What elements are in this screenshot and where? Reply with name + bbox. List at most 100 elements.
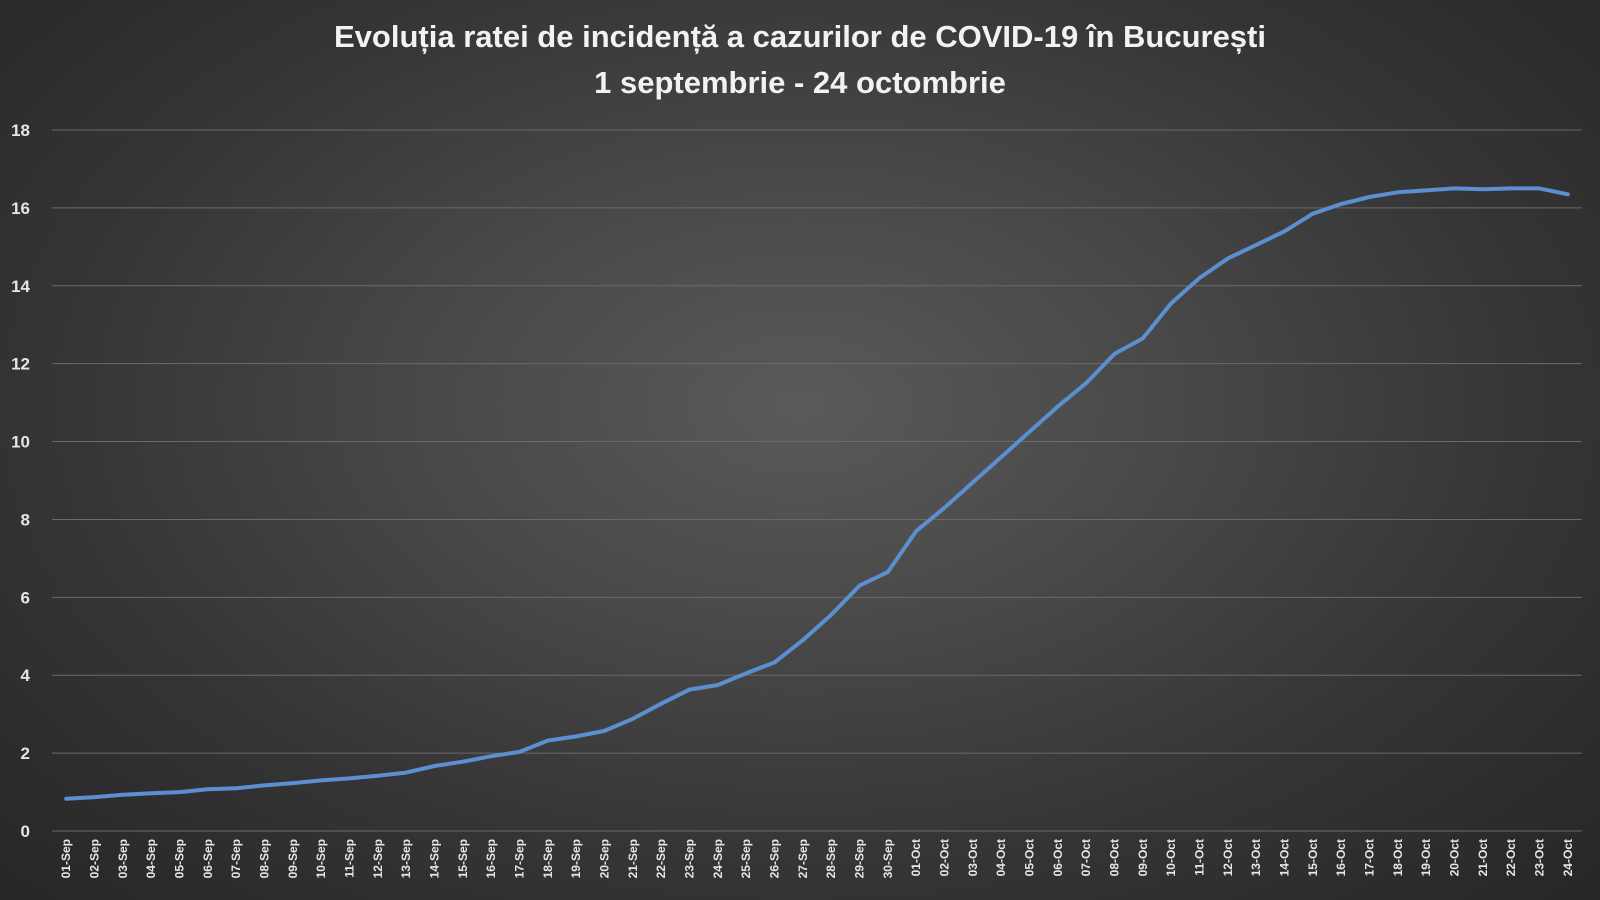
x-tick-label: 04-Oct xyxy=(994,839,1008,876)
x-tick-label: 03-Oct xyxy=(966,839,980,876)
x-tick-label: 17-Sep xyxy=(513,839,527,878)
data-point xyxy=(376,774,380,778)
y-tick-label: 12 xyxy=(11,355,30,374)
x-tick-label: 17-Oct xyxy=(1363,839,1377,876)
x-tick-label: 10-Sep xyxy=(314,839,328,878)
series-line xyxy=(64,186,1570,801)
data-point xyxy=(1084,381,1088,385)
data-point xyxy=(1424,188,1428,192)
data-point xyxy=(234,786,238,790)
y-tick-label: 16 xyxy=(11,199,30,218)
x-tick-label: 23-Oct xyxy=(1533,839,1547,876)
data-point xyxy=(1481,187,1485,191)
y-tick-label: 8 xyxy=(21,510,30,529)
data-point xyxy=(461,760,465,764)
x-tick-label: 03-Sep xyxy=(116,839,130,878)
x-tick-label: 24-Sep xyxy=(711,839,725,878)
x-tick-label: 27-Sep xyxy=(796,839,810,878)
y-tick-label: 14 xyxy=(11,277,30,296)
x-tick-label: 02-Sep xyxy=(88,839,102,878)
x-tick-label: 22-Sep xyxy=(654,839,668,878)
x-tick-label: 21-Sep xyxy=(626,839,640,878)
data-point xyxy=(744,671,748,675)
data-point xyxy=(999,455,1003,459)
x-tick-label: 20-Oct xyxy=(1448,839,1462,876)
x-tick-label: 11-Sep xyxy=(343,839,357,878)
data-point xyxy=(829,613,833,617)
x-tick-label: 11-Oct xyxy=(1193,839,1207,876)
data-point xyxy=(404,771,408,775)
x-tick-label: 01-Oct xyxy=(909,839,923,876)
data-point xyxy=(1113,352,1117,356)
x-tick-label: 19-Oct xyxy=(1419,839,1433,876)
x-tick-label: 26-Sep xyxy=(768,839,782,878)
y-tick-label: 2 xyxy=(21,744,30,763)
y-tick-label: 0 xyxy=(21,822,30,841)
data-point xyxy=(603,729,607,733)
x-tick-label: 18-Sep xyxy=(541,839,555,878)
data-point xyxy=(1056,405,1060,409)
x-tick-label: 14-Sep xyxy=(428,839,442,878)
data-point xyxy=(348,776,352,780)
x-tick-label: 24-Oct xyxy=(1561,839,1575,876)
x-tick-label: 08-Oct xyxy=(1108,839,1122,876)
data-point xyxy=(1538,186,1542,190)
data-point xyxy=(518,750,522,754)
x-tick-label: 25-Sep xyxy=(739,839,753,878)
x-tick-label: 04-Sep xyxy=(144,839,158,878)
x-tick-label: 21-Oct xyxy=(1476,839,1490,876)
data-point xyxy=(1254,243,1258,247)
data-point xyxy=(801,638,805,642)
x-tick-label: 13-Oct xyxy=(1249,839,1263,876)
chart-title: Evoluția ratei de incidență a cazurilor … xyxy=(334,19,1266,54)
x-tick-label: 15-Oct xyxy=(1306,839,1320,876)
x-tick-label: 02-Oct xyxy=(938,839,952,876)
x-tick-label: 30-Sep xyxy=(881,839,895,878)
x-tick-label: 13-Sep xyxy=(399,839,413,878)
y-tick-label: 4 xyxy=(21,666,31,685)
data-point xyxy=(943,506,947,510)
x-tick-label: 06-Sep xyxy=(201,839,215,878)
data-point xyxy=(1141,336,1145,340)
x-tick-label: 10-Oct xyxy=(1164,839,1178,876)
x-tick-label: 05-Sep xyxy=(173,839,187,878)
data-point xyxy=(773,660,777,664)
data-point xyxy=(858,584,862,588)
data-point xyxy=(263,783,267,787)
data-point xyxy=(1368,195,1372,199)
data-point xyxy=(1566,192,1570,196)
data-point xyxy=(546,739,550,743)
data-point xyxy=(1283,229,1287,233)
data-point xyxy=(433,764,437,768)
data-point xyxy=(1339,202,1343,206)
x-tick-label: 09-Oct xyxy=(1136,839,1150,876)
data-point xyxy=(64,797,68,801)
data-point xyxy=(1509,186,1513,190)
data-point xyxy=(1169,301,1173,305)
data-point xyxy=(631,717,635,721)
data-point xyxy=(291,781,295,785)
data-point xyxy=(93,795,97,799)
x-tick-label: 07-Sep xyxy=(229,839,243,878)
x-tick-label: 16-Sep xyxy=(484,839,498,878)
data-point xyxy=(1453,186,1457,190)
x-tick-label: 15-Sep xyxy=(456,839,470,878)
x-tick-label: 01-Sep xyxy=(59,839,73,878)
x-tick-label: 20-Sep xyxy=(598,839,612,878)
data-point xyxy=(1198,276,1202,280)
data-point xyxy=(1028,430,1032,434)
y-tick-label: 6 xyxy=(21,588,30,607)
x-tick-label: 16-Oct xyxy=(1334,839,1348,876)
data-point xyxy=(178,790,182,794)
data-point xyxy=(1226,257,1230,261)
x-tick-label: 23-Sep xyxy=(683,839,697,878)
x-tick-label: 08-Sep xyxy=(258,839,272,878)
x-tick-label: 19-Sep xyxy=(569,839,583,878)
x-tick-label: 06-Oct xyxy=(1051,839,1065,876)
data-point xyxy=(914,529,918,533)
data-point xyxy=(574,734,578,738)
data-point xyxy=(319,778,323,782)
data-point xyxy=(886,570,890,574)
x-tick-label: 18-Oct xyxy=(1391,839,1405,876)
